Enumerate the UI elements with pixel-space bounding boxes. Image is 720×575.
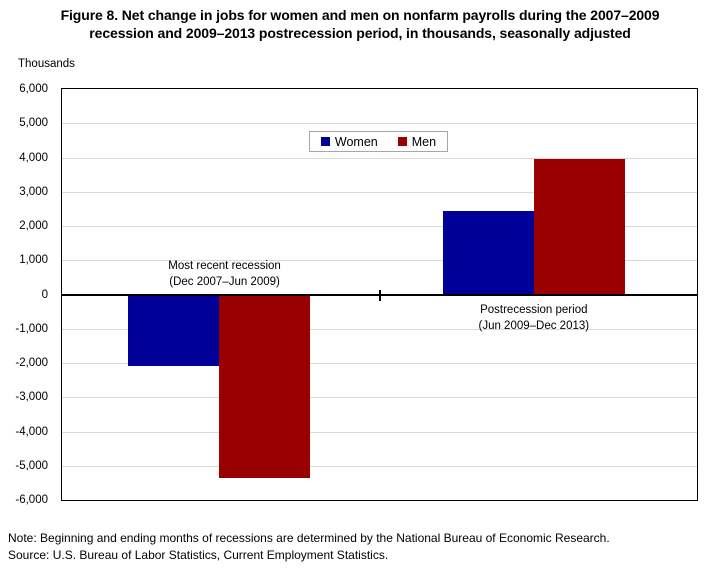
bar-women-group2 — [443, 210, 535, 295]
legend: Women Men — [309, 131, 448, 152]
y-tick-label: 2,000 — [19, 220, 48, 232]
gridline — [62, 123, 697, 125]
category-label-line: Postrecession period — [480, 303, 588, 316]
y-tick-label: 0 — [41, 288, 48, 301]
bar-men-group2 — [534, 159, 626, 295]
y-tick-label: 5,000 — [19, 117, 48, 130]
legend-swatch-icon — [397, 137, 407, 146]
y-tick-label: 4,000 — [19, 151, 48, 164]
y-tick-label: -2,000 — [15, 357, 48, 369]
category-label-line: (Dec 2007–Jun 2009) — [169, 275, 280, 288]
y-tick-label: -6,000 — [15, 494, 48, 506]
y-tick-label: -4,000 — [15, 425, 48, 438]
x-axis-center-tick — [378, 289, 381, 301]
legend-label-women: Women — [334, 134, 378, 149]
legend-swatch-icon — [320, 137, 330, 146]
legend-item-women: Women — [320, 134, 378, 149]
bar-men-group1 — [218, 294, 310, 478]
category-label-line: Most recent recession — [168, 259, 281, 272]
y-tick-label: -1,000 — [15, 322, 48, 335]
y-tick-label: -3,000 — [15, 391, 48, 404]
bar-women-group1 — [127, 294, 219, 367]
gridline — [62, 397, 697, 399]
figure-title-line-1: Figure 8. Net change in jobs for women a… — [60, 7, 660, 23]
gridline — [62, 431, 697, 433]
gridline — [62, 328, 697, 330]
y-tick-label: 6,000 — [19, 83, 48, 95]
y-tick-label: 3,000 — [19, 185, 48, 198]
gridline — [62, 363, 697, 364]
y-axis-units-label: Thousands — [18, 58, 75, 70]
gridline — [62, 226, 697, 227]
y-tick-label: -5,000 — [15, 459, 48, 472]
legend-label-men: Men — [411, 134, 437, 149]
footnote-source: Source: U.S. Bureau of Labor Statistics,… — [8, 547, 389, 562]
figure-title-line-2: recession and 2009–2013 postrecession pe… — [89, 25, 631, 41]
plot-area: Women Men Most recent recession (Dec 2007–… — [61, 88, 698, 501]
gridline — [62, 260, 697, 262]
gridline — [62, 157, 697, 159]
y-tick-label: 1,000 — [19, 254, 48, 267]
footnotes: Note: Beginning and ending months of rec… — [8, 530, 610, 563]
y-axis: 6,000 5,000 4,000 3,000 2,000 1,000 0 -1,000 -2,… — [0, 83, 48, 506]
legend-item-men: Men — [397, 134, 437, 149]
gridline — [62, 191, 697, 193]
category-label-group1: Most recent recession (Dec 2007–Jun 2009) — [110, 258, 340, 290]
category-label-line: (Jun 2009–Dec 2013) — [478, 319, 590, 332]
footnote-note: Note: Beginning and ending months of rec… — [8, 531, 610, 545]
gridline — [62, 465, 697, 467]
category-label-group2: Postrecession period (Jun 2009–Dec 2013) — [419, 302, 649, 334]
figure-title: Figure 8. Net change in jobs for women a… — [0, 6, 720, 42]
